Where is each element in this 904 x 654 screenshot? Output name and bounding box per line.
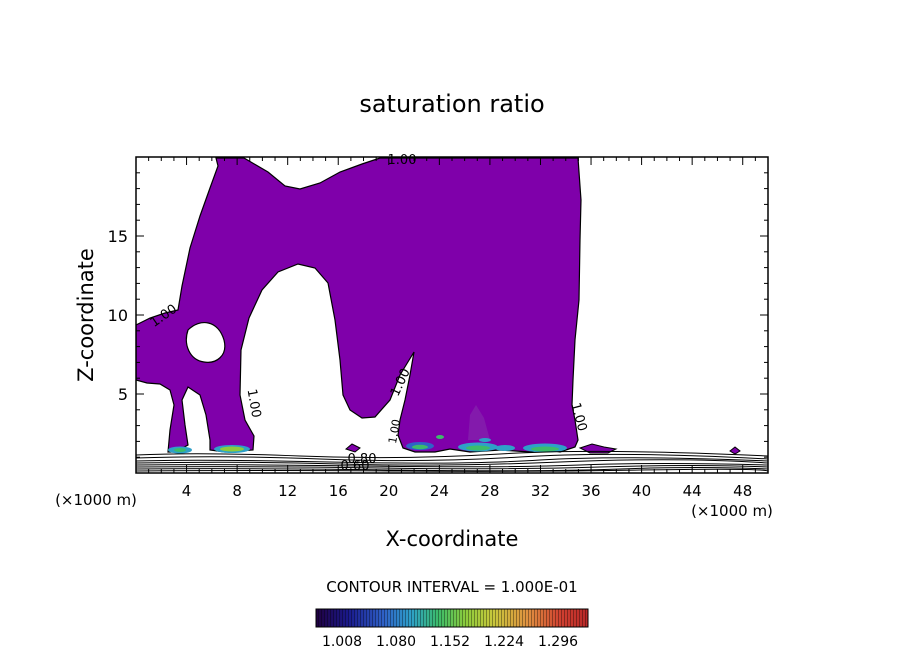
x-tick-label: 8 (232, 482, 242, 500)
colorbar-tick-label: 1.296 (538, 634, 578, 650)
main-saturated-region (136, 157, 582, 453)
contour-fill (136, 157, 741, 455)
x-tick-label: 36 (581, 482, 600, 500)
y-axis: 5 10 15 (108, 172, 768, 458)
x-tick-label: 24 (430, 482, 449, 500)
contour-label-060: 0.60 (341, 459, 370, 474)
x-tick-label: 20 (379, 482, 398, 500)
x-tick-label: 16 (329, 482, 348, 500)
colorbar (315, 608, 589, 628)
x-axis: 4 8 12 16 20 24 28 32 36 40 44 48 (148, 157, 756, 500)
small-region-3 (344, 443, 361, 453)
colorbar-tick-label: 1.224 (484, 634, 524, 650)
y-tick-label: 5 (118, 385, 128, 404)
y-axis-label: Z-coordinate (74, 248, 98, 382)
colorbar-stripes (316, 609, 588, 627)
x-tick-label: 28 (480, 482, 499, 500)
colorbar-ticks: 1.008 1.080 1.152 1.224 1.296 (322, 634, 578, 650)
x-tick-label: 40 (632, 482, 651, 500)
contour-interval: CONTOUR INTERVAL = 1.000E-01 (326, 578, 577, 596)
contour-label-mid-left: 1.00 (244, 388, 264, 419)
inner-column (468, 405, 490, 440)
x-tick-label: 48 (733, 482, 752, 500)
small-region-2 (729, 446, 741, 455)
x-tick-label: 4 (182, 482, 192, 500)
colorbar-frame (315, 608, 589, 628)
contour-label-small: 1.00 (386, 418, 403, 444)
contour-label-080: 0.80 (348, 452, 377, 467)
x-tick-label: 32 (531, 482, 550, 500)
ground-contour-lines (136, 450, 768, 472)
y-tick-label: 10 (108, 306, 128, 325)
x-unit-label-right: (×1000 m) (691, 502, 773, 520)
colorbar-tick-label: 1.008 (322, 634, 362, 650)
x-tick-label: 44 (683, 482, 702, 500)
x-axis-label: X-coordinate (386, 527, 519, 551)
contour-label-right: 1.00 (567, 401, 589, 433)
low-level-supersaturation (168, 435, 567, 454)
colorbar-tick-label: 1.152 (430, 634, 470, 650)
chart-title: saturation ratio (359, 90, 544, 118)
contour-label-top: 1.00 (388, 153, 417, 168)
colorbar-tick-label: 1.080 (376, 634, 416, 650)
x-tick-label: 12 (278, 482, 297, 500)
x-unit-label-left: (×1000 m) (55, 491, 137, 509)
small-region-1 (578, 443, 618, 454)
y-tick-label: 15 (108, 227, 128, 246)
